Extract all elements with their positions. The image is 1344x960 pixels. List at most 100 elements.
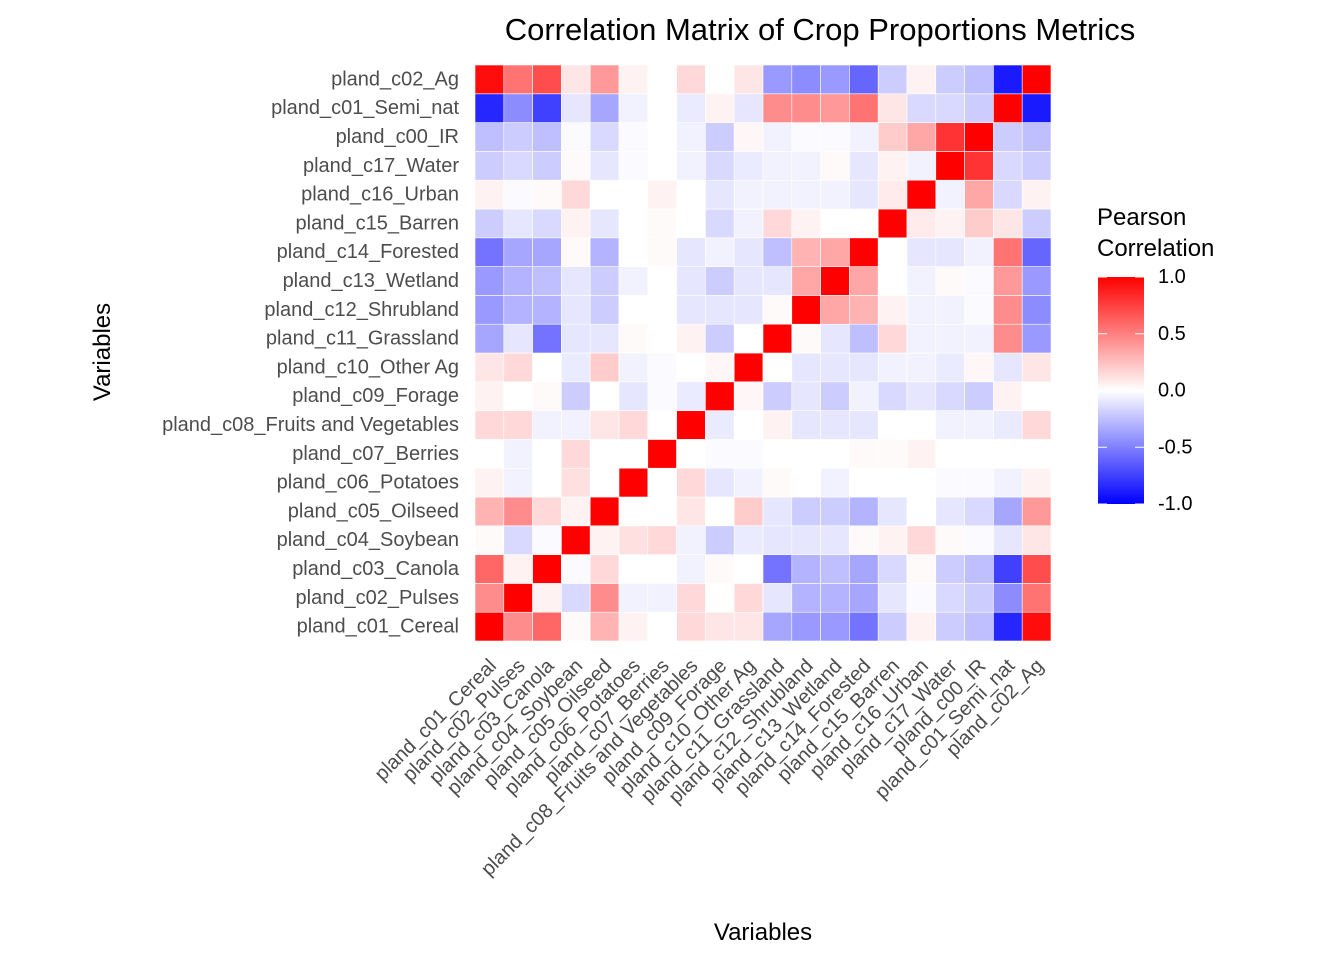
heatmap-cell bbox=[1021, 554, 1052, 584]
heatmap-cell bbox=[906, 410, 937, 440]
heatmap-cell bbox=[618, 295, 649, 325]
heatmap-cell bbox=[561, 381, 591, 411]
heatmap-cell bbox=[877, 583, 908, 613]
heatmap-cell bbox=[906, 179, 937, 210]
heatmap-cell bbox=[1021, 352, 1052, 383]
heatmap-cell bbox=[647, 467, 677, 498]
heatmap-cell bbox=[993, 410, 1023, 440]
heatmap-cell bbox=[964, 208, 994, 239]
heatmap-cell bbox=[993, 179, 1023, 210]
heatmap-cell bbox=[849, 410, 879, 440]
heatmap-cell bbox=[791, 93, 821, 123]
heatmap-cell bbox=[964, 525, 994, 555]
heatmap-cell bbox=[532, 151, 562, 181]
heatmap-cell bbox=[589, 266, 620, 296]
heatmap-cell bbox=[791, 295, 821, 325]
heatmap-cell bbox=[791, 208, 821, 239]
heatmap-cell bbox=[877, 467, 908, 498]
heatmap-cell bbox=[877, 122, 908, 152]
heatmap-cell bbox=[618, 93, 649, 123]
heatmap-cell bbox=[532, 554, 562, 584]
heatmap-cell bbox=[993, 323, 1023, 354]
heatmap-cell bbox=[964, 496, 994, 527]
heatmap-cell bbox=[589, 496, 620, 527]
legend-tick-label: 0.5 bbox=[1158, 323, 1186, 345]
heatmap-cell bbox=[877, 352, 908, 383]
heatmap-cell bbox=[964, 611, 994, 642]
heatmap-cell bbox=[503, 410, 533, 440]
heatmap-cell bbox=[589, 410, 620, 440]
heatmap-cell bbox=[906, 266, 937, 296]
heatmap-cell bbox=[877, 93, 908, 123]
legend-tick-label: 1.0 bbox=[1158, 266, 1186, 288]
y-axis-label: Variables bbox=[89, 303, 116, 401]
heatmap-cell bbox=[503, 64, 533, 95]
heatmap-cell bbox=[733, 266, 764, 296]
heatmap-cell bbox=[906, 151, 937, 181]
heatmap-cell bbox=[474, 151, 505, 181]
heatmap-cell bbox=[618, 467, 649, 498]
heatmap-cell bbox=[762, 295, 793, 325]
heatmap-cell bbox=[877, 554, 908, 584]
heatmap-cell bbox=[474, 266, 505, 296]
heatmap-cell bbox=[1021, 496, 1052, 527]
heatmap-cell bbox=[705, 496, 735, 527]
heatmap-cell bbox=[733, 122, 764, 152]
heatmap-cell bbox=[647, 525, 677, 555]
x-axis-tick-labels: pland_c01_Cerealpland_c02_Pulsespland_c0… bbox=[371, 654, 1049, 880]
heatmap-cell bbox=[906, 496, 937, 527]
legend-title-line2: Correlation bbox=[1097, 235, 1214, 262]
heatmap-cell bbox=[906, 381, 937, 411]
heatmap-cell bbox=[964, 381, 994, 411]
heatmap-cell bbox=[532, 64, 562, 95]
heatmap-cell bbox=[877, 381, 908, 411]
heatmap-cell bbox=[791, 179, 821, 210]
heatmap-cell bbox=[474, 410, 505, 440]
heatmap-cell bbox=[532, 266, 562, 296]
y-tick-label: pland_c02_Pulses bbox=[296, 587, 459, 609]
heatmap-cell bbox=[733, 208, 764, 239]
heatmap-cell bbox=[676, 554, 706, 584]
heatmap-cell bbox=[676, 381, 706, 411]
heatmap-cell bbox=[561, 554, 591, 584]
heatmap-cell bbox=[935, 381, 965, 411]
heatmap-cell bbox=[935, 611, 965, 642]
heatmap-cell bbox=[820, 525, 850, 555]
heatmap-cell bbox=[474, 64, 505, 95]
heatmap-cell bbox=[762, 151, 793, 181]
heatmap-cell bbox=[503, 295, 533, 325]
y-tick-label: pland_c05_Oilseed bbox=[288, 500, 459, 522]
heatmap-cell bbox=[618, 583, 649, 613]
heatmap-cell bbox=[676, 266, 706, 296]
heatmap-cell bbox=[532, 467, 562, 498]
heatmap-cell bbox=[935, 295, 965, 325]
heatmap-cell bbox=[877, 611, 908, 642]
y-tick-label: pland_c08_Fruits and Vegetables bbox=[162, 414, 459, 436]
heatmap-cell bbox=[820, 611, 850, 642]
y-tick-label: pland_c10_Other Ag bbox=[277, 356, 459, 378]
heatmap-cell bbox=[791, 467, 821, 498]
heatmap-cell bbox=[733, 496, 764, 527]
heatmap-cell bbox=[762, 525, 793, 555]
heatmap-cell bbox=[906, 525, 937, 555]
heatmap-cell bbox=[474, 439, 505, 469]
heatmap-cell bbox=[532, 410, 562, 440]
heatmap-cell bbox=[849, 122, 879, 152]
heatmap-cell bbox=[503, 237, 533, 267]
heatmap-cell bbox=[733, 237, 764, 267]
heatmap-cell bbox=[733, 295, 764, 325]
heatmap-cells bbox=[474, 64, 1052, 642]
heatmap-cell bbox=[993, 496, 1023, 527]
heatmap-cell bbox=[935, 467, 965, 498]
heatmap-cell bbox=[820, 237, 850, 267]
heatmap-cell bbox=[532, 352, 562, 383]
heatmap-cell bbox=[618, 64, 649, 95]
heatmap-cell bbox=[820, 93, 850, 123]
legend-ticks: 1.0 0.5 0.0 -0.5 -1.0 bbox=[1098, 266, 1192, 515]
heatmap-cell bbox=[791, 496, 821, 527]
heatmap-cell bbox=[791, 151, 821, 181]
heatmap-cell bbox=[1021, 410, 1052, 440]
heatmap-cell bbox=[532, 295, 562, 325]
heatmap-cell bbox=[877, 64, 908, 95]
heatmap-cell bbox=[705, 122, 735, 152]
